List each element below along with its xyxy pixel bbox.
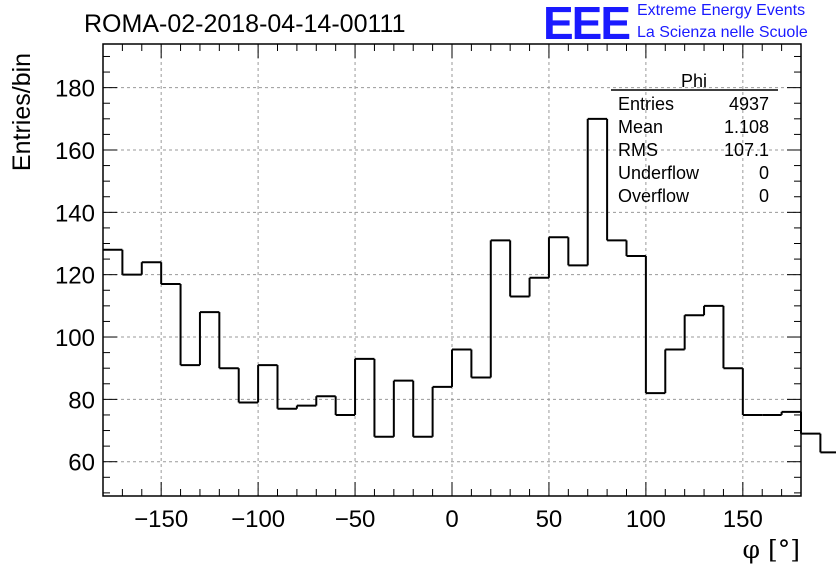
x-tick-label: 150 xyxy=(723,506,763,533)
stats-row-label: RMS xyxy=(618,140,658,160)
stats-row-value: 4937 xyxy=(729,94,769,114)
eee-logo: EEE xyxy=(543,0,631,49)
plot-title: ROMA-02-2018-04-14-00111 xyxy=(84,10,406,38)
y-tick-label: 60 xyxy=(68,450,95,477)
x-tick-label: −100 xyxy=(231,506,285,533)
stats-row-value: 107.1 xyxy=(724,140,769,160)
x-tick-label: 100 xyxy=(626,506,666,533)
stats-row-value: 0 xyxy=(759,163,769,183)
y-tick-label: 160 xyxy=(55,138,95,165)
stats-row-label: Entries xyxy=(618,94,674,114)
logo-line-1: Extreme Energy Events xyxy=(637,2,806,19)
stats-row-label: Overflow xyxy=(618,186,690,206)
stats-row-value: 1.108 xyxy=(724,117,769,137)
stats-box: Phi Entries 4937 Mean 1.108 RMS 107.1 Underflo… xyxy=(611,71,778,206)
x-tick-label: 50 xyxy=(536,506,563,533)
logo-line-2: La Scienza nelle Scuole xyxy=(637,24,808,41)
stats-row-label: Mean xyxy=(618,117,663,137)
stats-row-value: 0 xyxy=(759,186,769,206)
x-tick-label: 0 xyxy=(445,506,458,533)
histogram-series xyxy=(103,117,836,454)
y-tick-label: 120 xyxy=(55,263,95,290)
stats-row-label: Underflow xyxy=(618,163,700,183)
x-tick-label: −150 xyxy=(134,506,188,533)
x-axis-title: φ [°] xyxy=(743,535,800,564)
stats-box-name: Phi xyxy=(681,71,707,91)
y-tick-label: 180 xyxy=(55,76,95,103)
x-tick-label: −50 xyxy=(335,506,376,533)
y-tick-label: 80 xyxy=(68,387,95,414)
y-tick-label: 140 xyxy=(55,200,95,227)
y-tick-label: 100 xyxy=(55,325,95,352)
y-axis-title: Entries/bin xyxy=(8,53,36,171)
grid-lines xyxy=(103,44,801,496)
axis-ticks xyxy=(102,44,802,496)
axis-tick-labels: −150 −100 −50 0 50 100 150 60 80 100 120 140 160 180 xyxy=(55,76,763,533)
